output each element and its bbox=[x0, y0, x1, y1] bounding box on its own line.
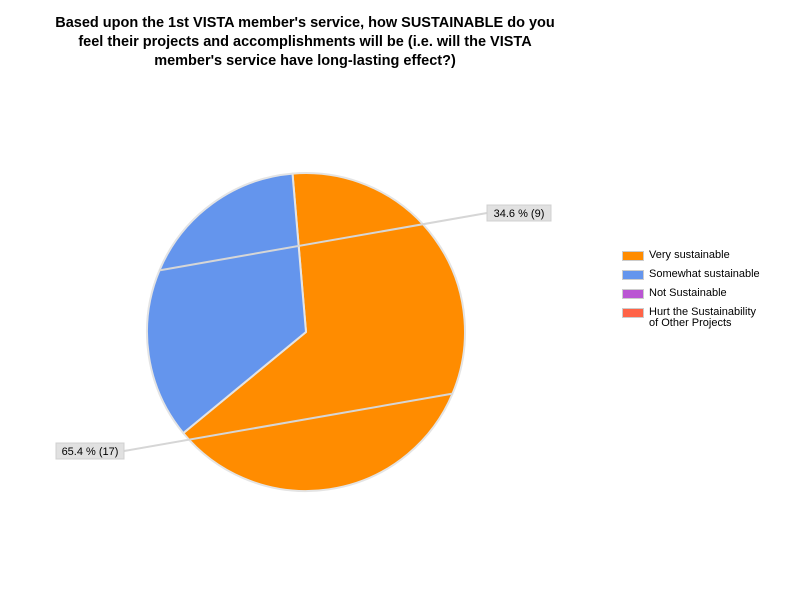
chart-title: Based upon the 1st VISTA member's servic… bbox=[20, 14, 590, 71]
pie-slices bbox=[146, 172, 466, 492]
legend-label-not-sustainable: Not Sustainable bbox=[649, 287, 727, 299]
legend-swatch-hurt-sustainability bbox=[622, 308, 644, 318]
legend-label-very-sustainable: Very sustainable bbox=[649, 249, 730, 261]
chart-title-line-1: Based upon the 1st VISTA member's servic… bbox=[55, 15, 555, 31]
legend-swatch-not-sustainable bbox=[622, 289, 644, 299]
legend-label-somewhat-sustainable: Somewhat sustainable bbox=[649, 268, 760, 280]
legend-label-hurt-sustainability: Hurt the Sustainability of Other Project… bbox=[649, 306, 756, 329]
legend-item-not-sustainable: Not Sustainable bbox=[622, 288, 792, 299]
chart-title-line-3: member's service have long-lasting effec… bbox=[154, 53, 456, 69]
legend-item-very-sustainable: Very sustainable bbox=[622, 250, 792, 261]
legend: Very sustainable Somewhat sustainable No… bbox=[622, 250, 792, 337]
data-label-very-sustainable: 65.4 % (17) bbox=[62, 446, 119, 458]
legend-item-somewhat-sustainable: Somewhat sustainable bbox=[622, 269, 792, 280]
data-label-box-very-sustainable bbox=[55, 442, 125, 460]
leader-line-very-sustainable bbox=[123, 392, 453, 452]
legend-swatch-somewhat-sustainable bbox=[622, 270, 644, 280]
leader-line-somewhat-sustainable bbox=[159, 212, 488, 272]
data-label-somewhat-sustainable: 34.6 % (9) bbox=[494, 208, 545, 220]
legend-item-hurt-sustainability: Hurt the Sustainability of Other Project… bbox=[622, 307, 792, 329]
legend-swatch-very-sustainable bbox=[622, 251, 644, 261]
data-label-box-somewhat-sustainable bbox=[486, 204, 552, 222]
chart-title-line-2: feel their projects and accomplishments … bbox=[78, 34, 532, 50]
pie-data-labels: 65.4 % (17) 34.6 % (9) bbox=[55, 204, 552, 460]
